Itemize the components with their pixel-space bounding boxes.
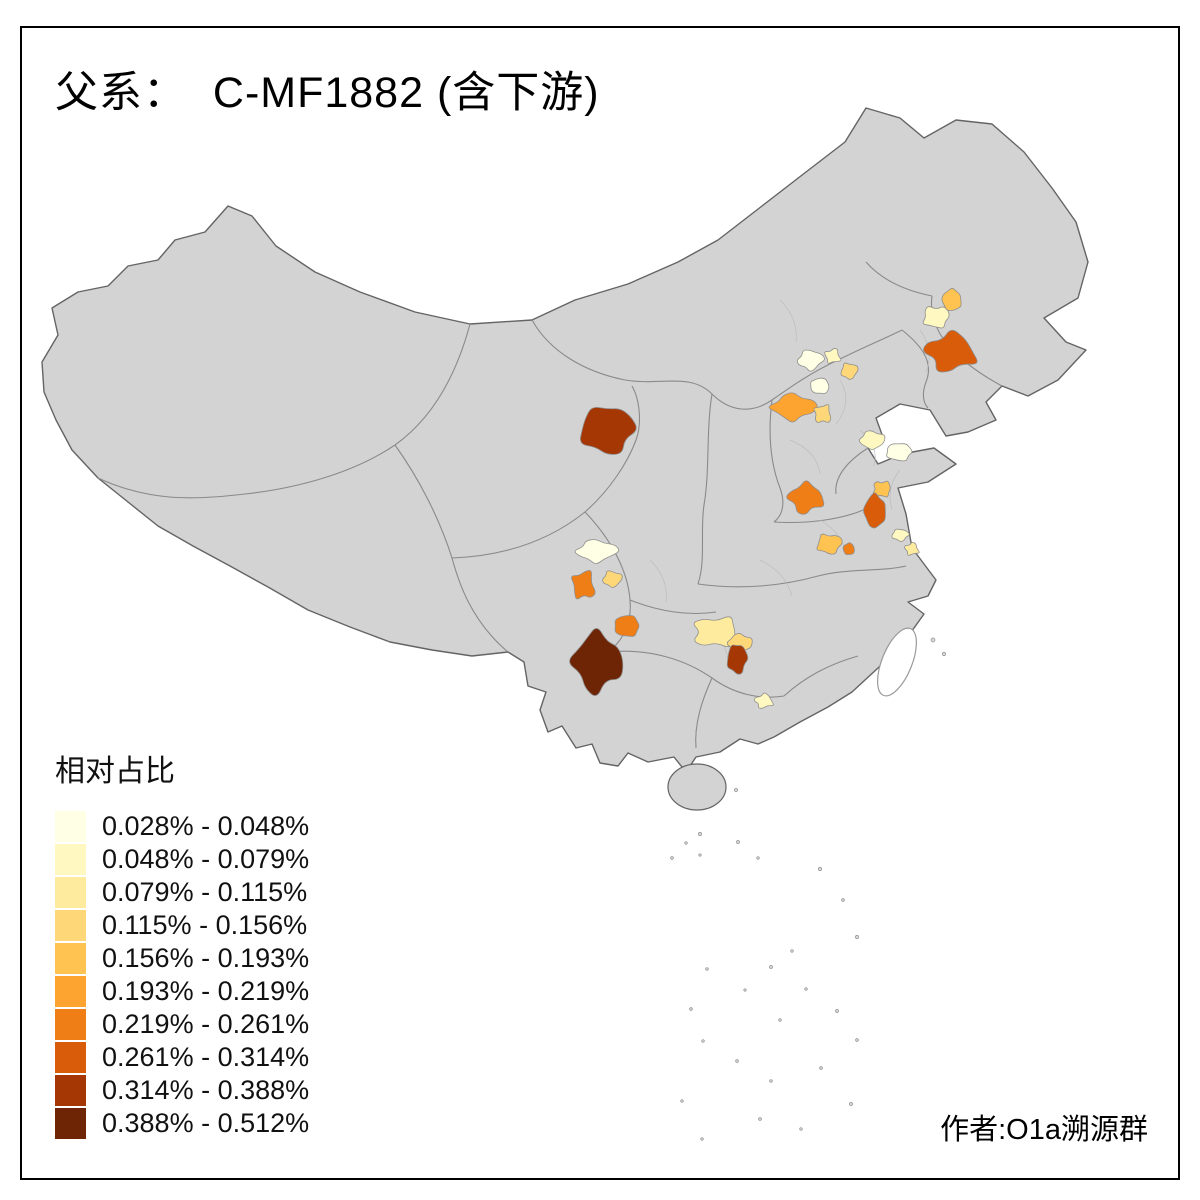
legend-swatch: [55, 1075, 86, 1106]
map-region: [891, 528, 910, 542]
map-region: [872, 480, 891, 498]
legend-item-label: 0.261% - 0.314%: [102, 1042, 310, 1072]
legend-item-label: 0.115% - 0.156%: [102, 910, 308, 940]
map-region: [810, 377, 830, 394]
region-blobs: [569, 288, 978, 709]
legend-item: 0.193% - 0.219%: [55, 975, 309, 1008]
map-region: [786, 480, 825, 515]
legend-item-label: 0.193% - 0.219%: [102, 976, 310, 1006]
legend-swatch: [55, 1009, 86, 1040]
map-region: [923, 329, 978, 373]
map-region: [571, 569, 596, 600]
legend-item: 0.079% - 0.115%: [55, 876, 309, 909]
province-borders: [97, 261, 1003, 749]
legend-item: 0.028% - 0.048%: [55, 810, 309, 843]
map-region: [840, 362, 859, 380]
map-region: [941, 288, 962, 311]
legend-title: 相对占比: [55, 755, 175, 788]
legend-items: 0.028% - 0.048% 0.048% - 0.079% 0.079% - 0…: [55, 810, 309, 1140]
legend-item-label: 0.388% - 0.512%: [102, 1108, 310, 1138]
map-region: [842, 542, 855, 556]
credit-text: 作者:O1a溯源群: [940, 1114, 1148, 1146]
map-region: [904, 542, 920, 556]
legend-swatch: [55, 1108, 86, 1139]
legend-item-label: 0.219% - 0.261%: [102, 1009, 310, 1039]
legend-swatch: [55, 976, 86, 1007]
map-region: [569, 628, 624, 696]
map-region: [602, 570, 623, 588]
map-region: [796, 349, 825, 372]
legend-swatch: [55, 844, 86, 875]
prefecture-borders: [649, 299, 930, 661]
map-region: [753, 692, 774, 709]
map-region: [863, 492, 886, 529]
legend-swatch: [55, 943, 86, 974]
map-region: [813, 404, 832, 423]
legend-item: 0.219% - 0.261%: [55, 1008, 309, 1041]
map-region: [574, 539, 620, 564]
legend-item: 0.048% - 0.079%: [55, 843, 309, 876]
legend-item-label: 0.156% - 0.193%: [102, 943, 310, 973]
map-region: [726, 644, 749, 675]
map-region: [768, 392, 818, 423]
legend-item-label: 0.079% - 0.115%: [102, 877, 308, 907]
legend-item-label: 0.028% - 0.048%: [102, 811, 310, 841]
legend-swatch: [55, 811, 86, 842]
legend-item: 0.261% - 0.314%: [55, 1041, 309, 1074]
map-region: [824, 348, 842, 364]
legend-item: 0.388% - 0.512%: [55, 1107, 309, 1140]
map-region: [858, 430, 886, 450]
map-region: [580, 406, 637, 455]
legend-item: 0.115% - 0.156%: [55, 909, 309, 942]
legend-swatch: [55, 877, 86, 908]
legend-item-label: 0.048% - 0.079%: [102, 844, 310, 874]
legend-swatch: [55, 1042, 86, 1073]
map-region: [886, 443, 913, 462]
hainan-island: [667, 763, 727, 811]
legend-item: 0.156% - 0.193%: [55, 942, 309, 975]
map-region: [614, 615, 640, 637]
legend-item-label: 0.314% - 0.388%: [102, 1075, 310, 1105]
legend-swatch: [55, 910, 86, 941]
map-region: [816, 533, 843, 555]
map-region: [922, 306, 950, 329]
legend-item: 0.314% - 0.388%: [55, 1074, 309, 1107]
mainland-outline: [41, 107, 1089, 773]
taiwan-island: [877, 627, 917, 697]
figure-title: 父系： C-MF1882 (含下游): [55, 69, 600, 117]
small-islands: [670, 637, 946, 1141]
legend: 相对占比 0.028% - 0.048% 0.048% - 0.079% 0.079…: [55, 746, 309, 1140]
